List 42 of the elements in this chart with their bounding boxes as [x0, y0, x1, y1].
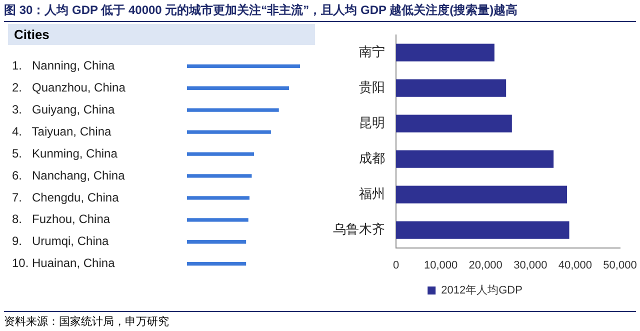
y-tick-label: 1. Nanning, China: [12, 58, 116, 72]
y-tick-label: 3. Guiyang, China: [12, 102, 116, 116]
x-tick-label: 40,000: [558, 259, 592, 272]
bar: [187, 218, 248, 222]
y-tick-label: 福州: [359, 186, 385, 202]
y-tick-label: 8. Fuzhou, China: [12, 212, 110, 226]
bar: [187, 108, 279, 112]
bar: [396, 114, 512, 132]
x-tick-label: 0: [392, 259, 400, 272]
y-tick-label: 4. Taiyuan, China: [12, 124, 112, 138]
y-tick-label: 南宁: [359, 44, 385, 60]
bar: [187, 240, 246, 244]
bar: [187, 152, 254, 156]
bar: [187, 174, 252, 178]
y-tick-label: 昆明: [359, 115, 385, 130]
y-tick-label: 5. Kunming, China: [12, 146, 118, 160]
bar: [187, 196, 250, 200]
y-tick-label: 7. Chengdu, China: [12, 190, 120, 204]
y-axis-title: Cities: [8, 24, 315, 45]
bar: [187, 86, 290, 90]
bar: [187, 64, 300, 68]
bar: [396, 221, 570, 239]
y-tick-label: 2. Quanzhou, China: [12, 80, 126, 94]
x-tick-label: 30,000: [514, 259, 548, 272]
x-tick-label: 20,000: [468, 259, 502, 272]
text: 资料来源：国家统计局，申万研究: [4, 316, 169, 328]
bar: [187, 262, 246, 266]
chart-title: 图 30：人均 GDP 低于 40000 元的城市更加关注“非主流”，且人均 GDP 越低关注度(搜索量)越高: [4, 2, 636, 22]
y-tick-label: 10. Huainan, China: [12, 256, 116, 270]
bar: [396, 150, 554, 168]
y-tick-label: 成都: [359, 150, 385, 166]
bar: [396, 44, 494, 62]
x-tick-label: 10,000: [424, 259, 458, 272]
bar: [396, 186, 568, 204]
y-tick-label: 6. Nanchang, China: [12, 168, 126, 182]
legend-label: 2012年人均GDP: [441, 284, 522, 297]
y-tick-label: 贵阳: [359, 80, 385, 95]
y-tick-label: 乌鲁木齐: [333, 222, 385, 237]
bar: [187, 130, 271, 134]
y-tick-label: 9. Urumqi, China: [12, 234, 110, 248]
bar: [396, 79, 506, 97]
x-tick-label: 50,000: [603, 259, 637, 272]
